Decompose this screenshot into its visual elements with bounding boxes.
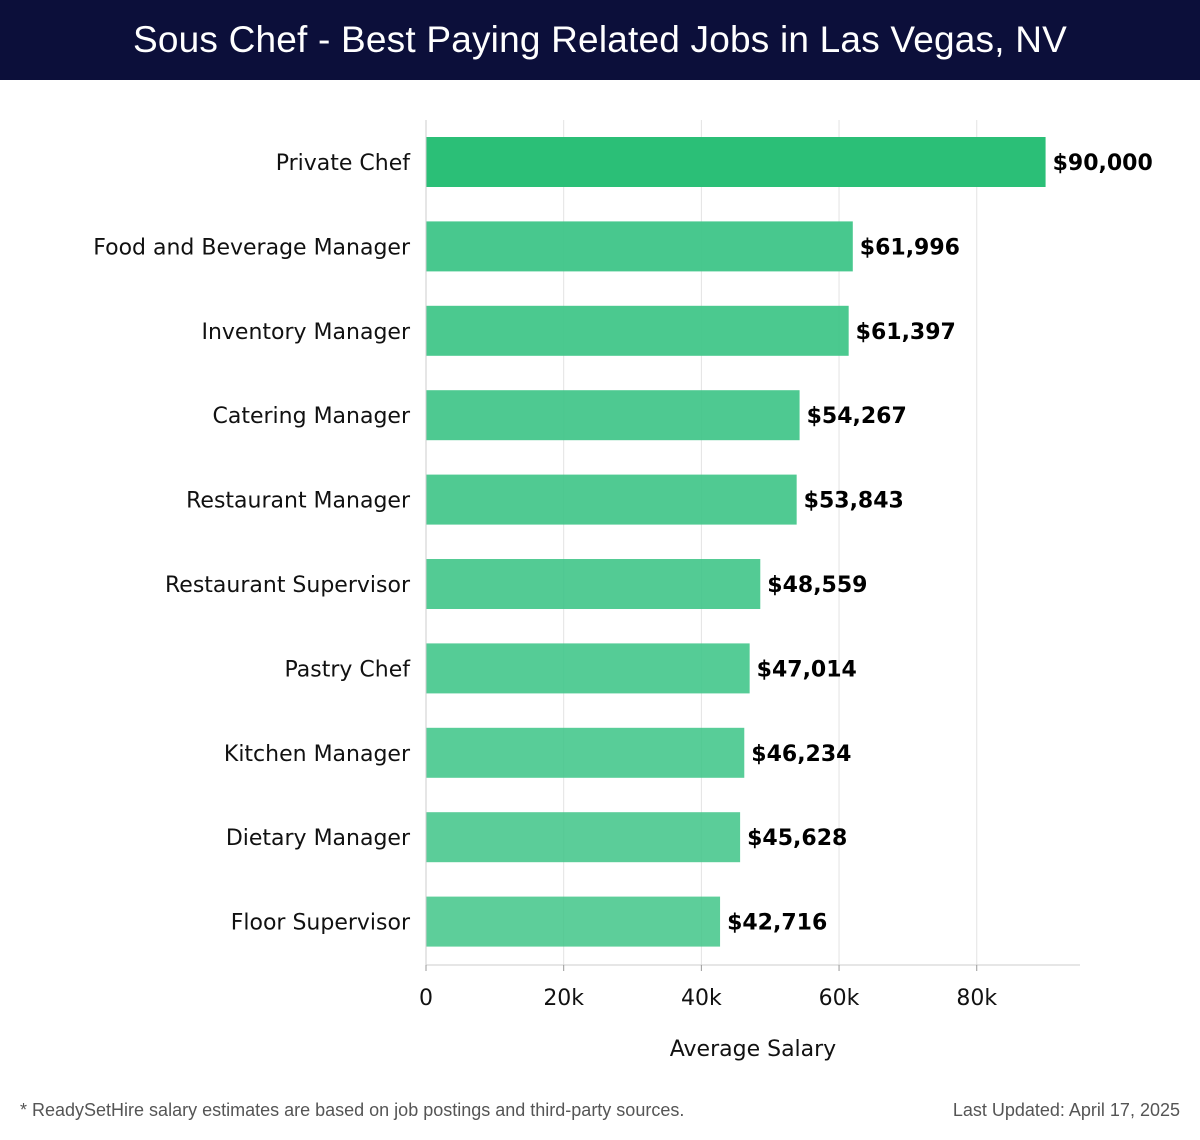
x-tick-label: 0 <box>419 986 433 1011</box>
category-label: Food and Beverage Manager <box>93 235 411 260</box>
value-label: $61,996 <box>860 235 960 260</box>
bars <box>426 137 1046 947</box>
bar <box>426 727 745 778</box>
chart-title: Sous Chef - Best Paying Related Jobs in … <box>132 19 1068 60</box>
category-label: Dietary Manager <box>226 826 411 851</box>
value-label: $53,843 <box>804 489 904 514</box>
value-label: $42,716 <box>727 911 827 936</box>
salary-bar-chart: Private Chef $90,000 Food and Beverage Man… <box>93 120 1153 1062</box>
bar <box>426 474 797 525</box>
category-label: Restaurant Supervisor <box>165 573 411 598</box>
x-tick-label: 20k <box>543 986 584 1011</box>
x-axis-title: Average Salary <box>670 1037 836 1062</box>
x-tick-label: 80k <box>956 986 997 1011</box>
x-tick-label: 60k <box>819 986 860 1011</box>
bar <box>426 221 853 272</box>
bar <box>426 643 750 694</box>
bar <box>426 305 849 356</box>
value-label: $90,000 <box>1053 151 1153 176</box>
last-updated: Last Updated: April 17, 2025 <box>952 1100 1180 1120</box>
category-label: Restaurant Manager <box>186 489 411 514</box>
category-label: Catering Manager <box>213 404 411 429</box>
title-bar: Sous Chef - Best Paying Related Jobs in … <box>0 0 1200 80</box>
bar <box>426 390 800 441</box>
value-label: $45,628 <box>747 826 847 851</box>
bar <box>426 137 1046 187</box>
category-label: Private Chef <box>276 151 412 176</box>
x-tick-label: 40k <box>681 986 722 1011</box>
value-label: $47,014 <box>757 657 857 682</box>
category-label: Inventory Manager <box>201 320 410 345</box>
bar <box>426 812 741 863</box>
footnote: * ReadySetHire salary estimates are base… <box>20 1100 685 1120</box>
value-label: $61,397 <box>856 320 956 345</box>
category-label: Kitchen Manager <box>224 742 411 767</box>
bar <box>426 896 721 947</box>
category-label: Pastry Chef <box>285 657 412 682</box>
value-label: $48,559 <box>767 573 867 598</box>
value-label: $54,267 <box>807 404 907 429</box>
bar <box>426 559 761 609</box>
axes: Private Chef $90,000 Food and Beverage Man… <box>93 120 1153 1062</box>
category-label: Floor Supervisor <box>231 911 411 936</box>
value-label: $46,234 <box>751 742 851 767</box>
